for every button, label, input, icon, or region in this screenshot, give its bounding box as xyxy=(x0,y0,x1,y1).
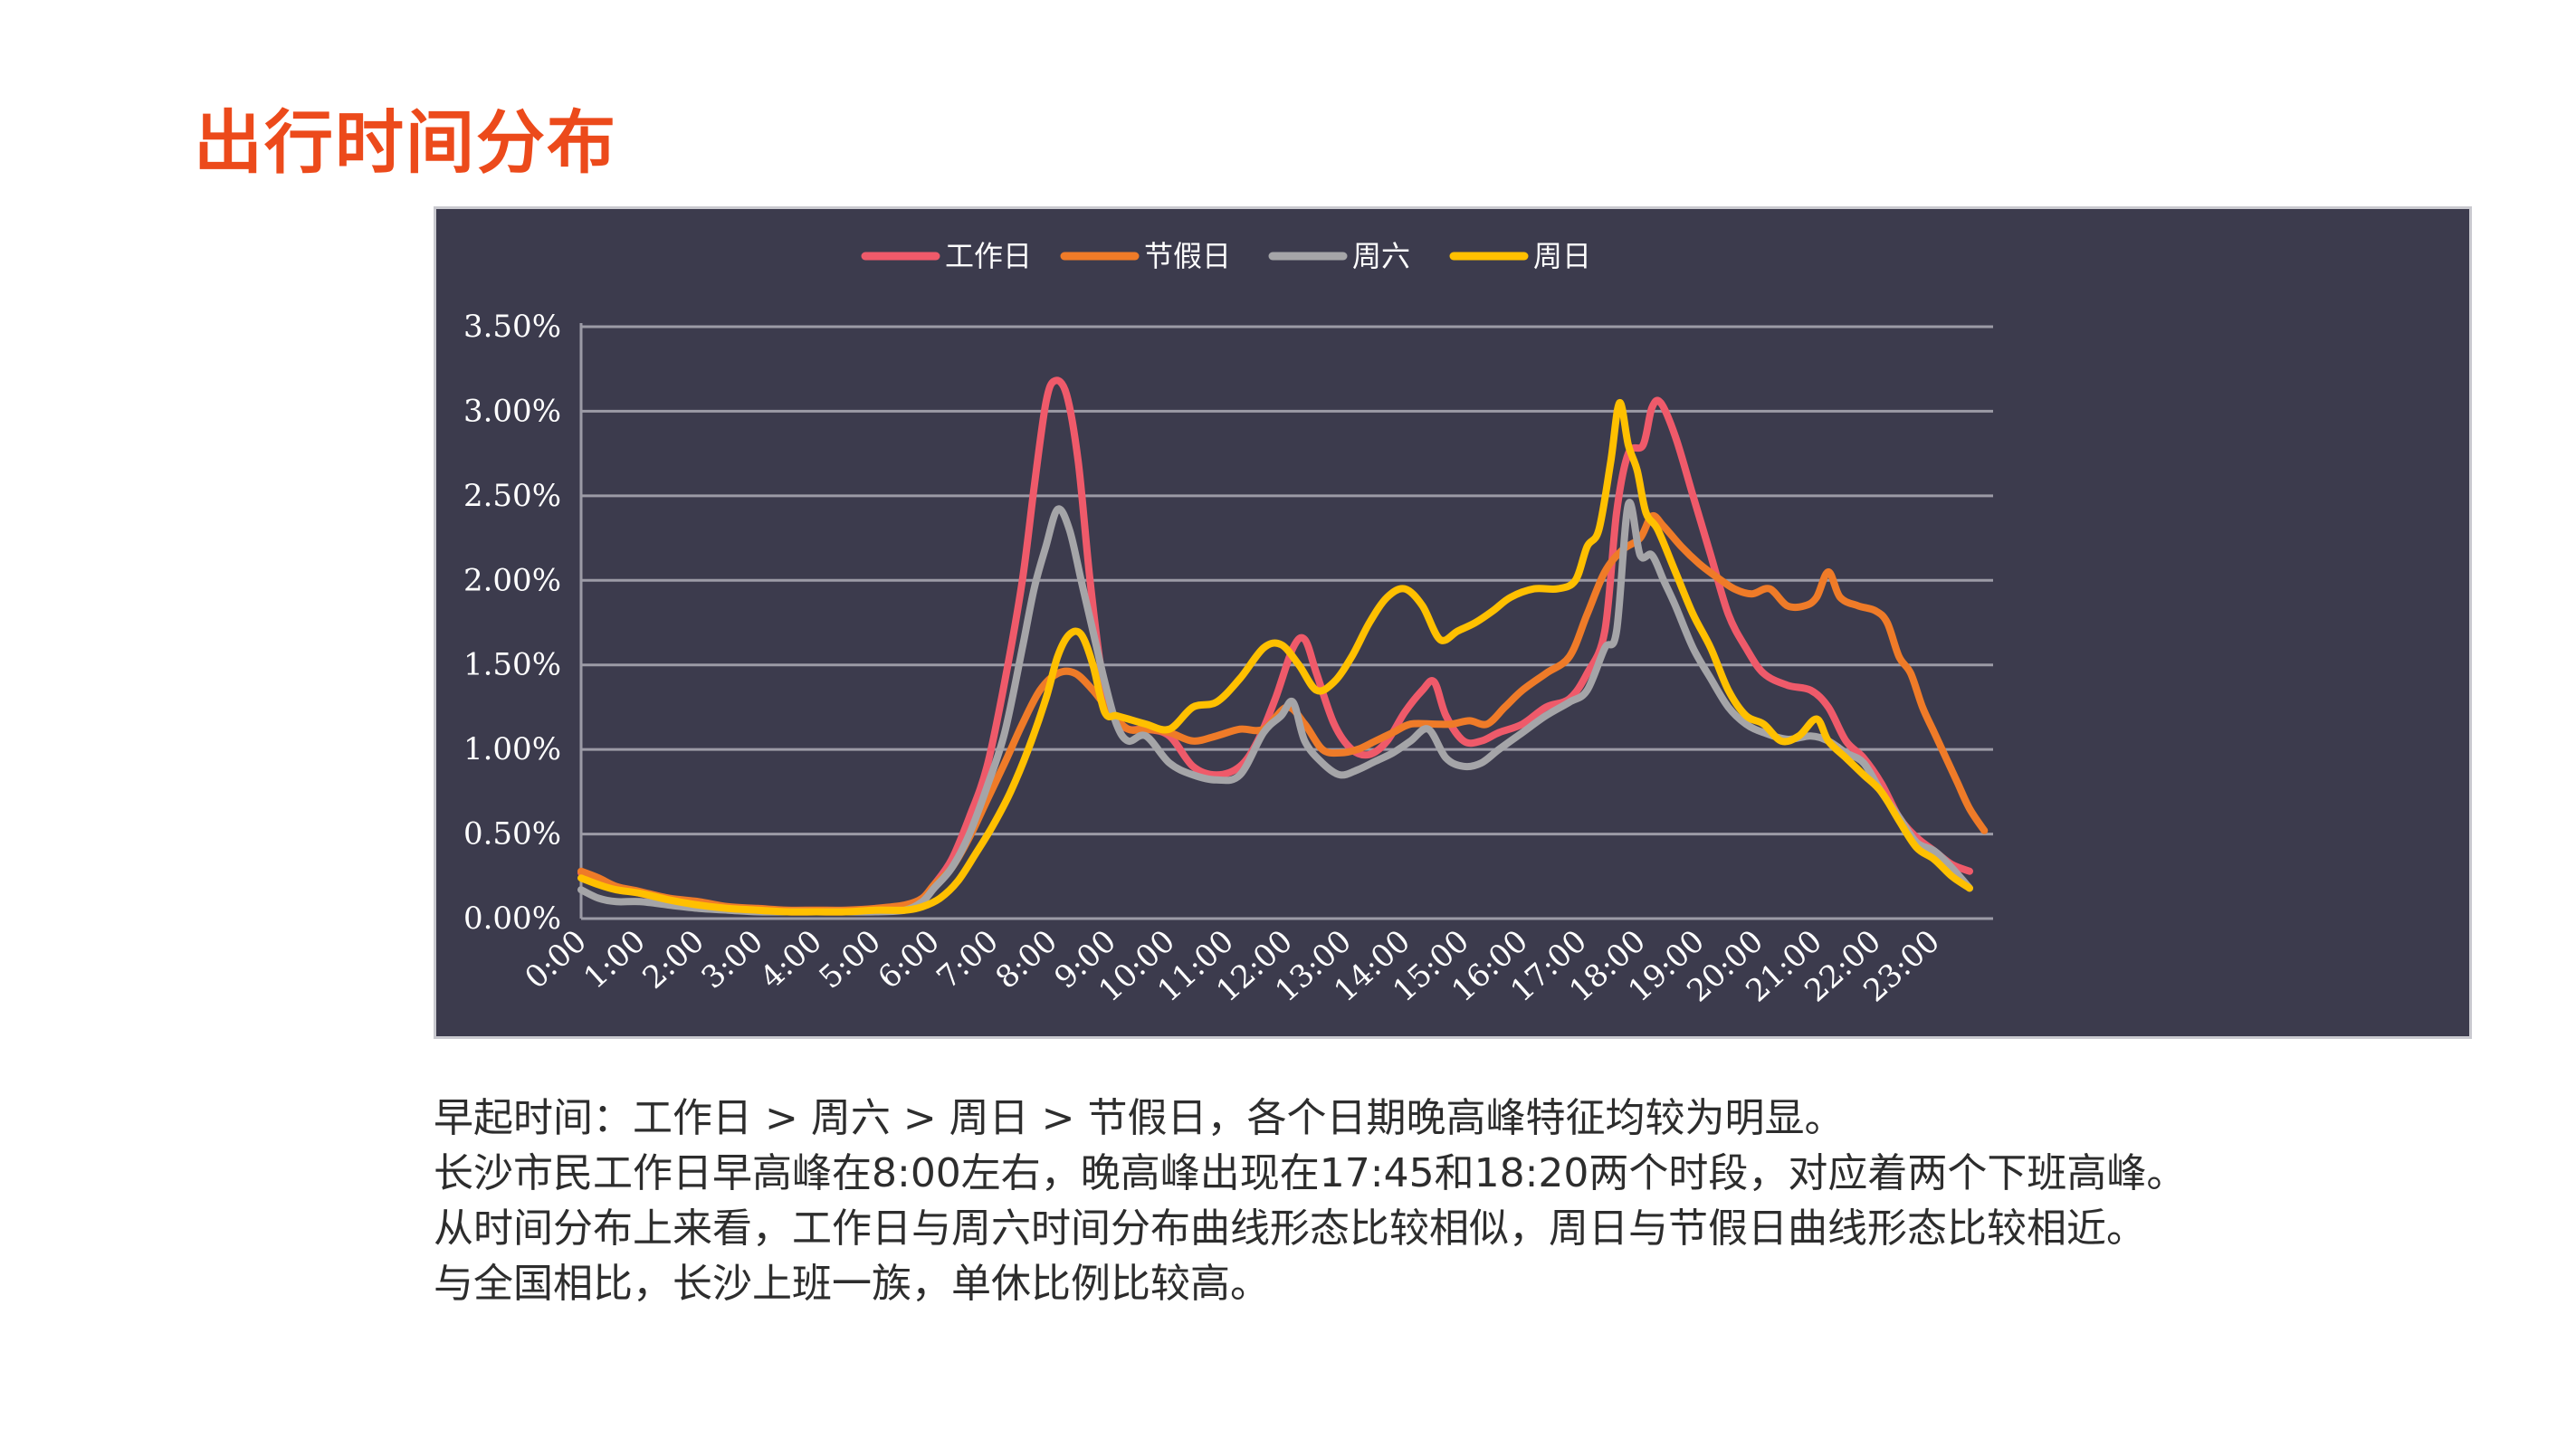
y-tick-label: 3.50% xyxy=(463,309,561,345)
y-tick-label: 2.50% xyxy=(463,478,561,514)
legend-label: 节假日 xyxy=(1144,239,1231,273)
series-line-节假日 xyxy=(577,512,1989,914)
legend-label: 周日 xyxy=(1533,239,1591,273)
chart-gridlines xyxy=(579,323,1993,920)
x-axis-ticks: 0:001:002:003:004:005:006:007:008:009:00… xyxy=(519,923,1948,1009)
series-line-周日 xyxy=(577,399,1973,916)
chart-panel: 工作日 节假日 周六 周日 0.00% 0.50% 1.00% 1.50% 2.00% 2.50… xyxy=(434,206,2472,1039)
x-tick-label: 6:00 xyxy=(872,923,948,996)
legend-label: 工作日 xyxy=(945,239,1032,273)
legend-item: 周六 xyxy=(1268,239,1410,273)
y-tick-label: 0.00% xyxy=(463,900,561,937)
legend-item: 周日 xyxy=(1449,239,1591,273)
y-tick-label: 0.50% xyxy=(463,816,561,853)
note-line-1: 早起时间：工作日 > 周六 > 周日 > 节假日，各个日期晚高峰特征均较为明显。 xyxy=(434,1095,1845,1141)
note-line-3: 从时间分布上来看，工作日与周六时间分布曲线形态比较相似，周日与节假日曲线形态比较… xyxy=(434,1205,2146,1252)
legend-label: 周六 xyxy=(1352,239,1410,273)
y-tick-label: 2.00% xyxy=(463,562,561,598)
analysis-notes: 早起时间：工作日 > 周六 > 周日 > 节假日，各个日期晚高峰特征均较为明显。… xyxy=(434,1091,2515,1311)
chart-legend: 工作日 节假日 周六 周日 xyxy=(861,239,1591,273)
page-title: 出行时间分布 xyxy=(194,102,617,183)
x-tick-label: 5:00 xyxy=(813,923,889,996)
legend-item: 工作日 xyxy=(861,239,1032,273)
y-axis-ticks: 0.00% 0.50% 1.00% 1.50% 2.00% 2.50% 3.00% 3.50% xyxy=(463,309,561,937)
x-tick-label: 7:00 xyxy=(930,923,1007,996)
chart-series xyxy=(577,376,1989,916)
y-tick-label: 1.00% xyxy=(463,731,561,767)
x-tick-label: 1:00 xyxy=(577,923,654,996)
note-line-2: 长沙市民工作日早高峰在8:00左右，晚高峰出现在17:45和18:20两个时段，… xyxy=(434,1150,2187,1196)
legend-item: 节假日 xyxy=(1060,239,1231,273)
x-tick-label: 3:00 xyxy=(695,923,771,996)
x-tick-label: 8:00 xyxy=(989,923,1065,996)
y-tick-label: 1.50% xyxy=(463,647,561,683)
note-line-4: 与全国相比，长沙上班一族，单休比例比较高。 xyxy=(434,1261,1270,1307)
line-chart: 工作日 节假日 周六 周日 0.00% 0.50% 1.00% 1.50% 2.00% 2.50… xyxy=(463,239,1993,1009)
x-tick-label: 4:00 xyxy=(754,923,830,996)
y-tick-label: 3.00% xyxy=(463,393,561,429)
x-tick-label: 2:00 xyxy=(636,923,712,996)
